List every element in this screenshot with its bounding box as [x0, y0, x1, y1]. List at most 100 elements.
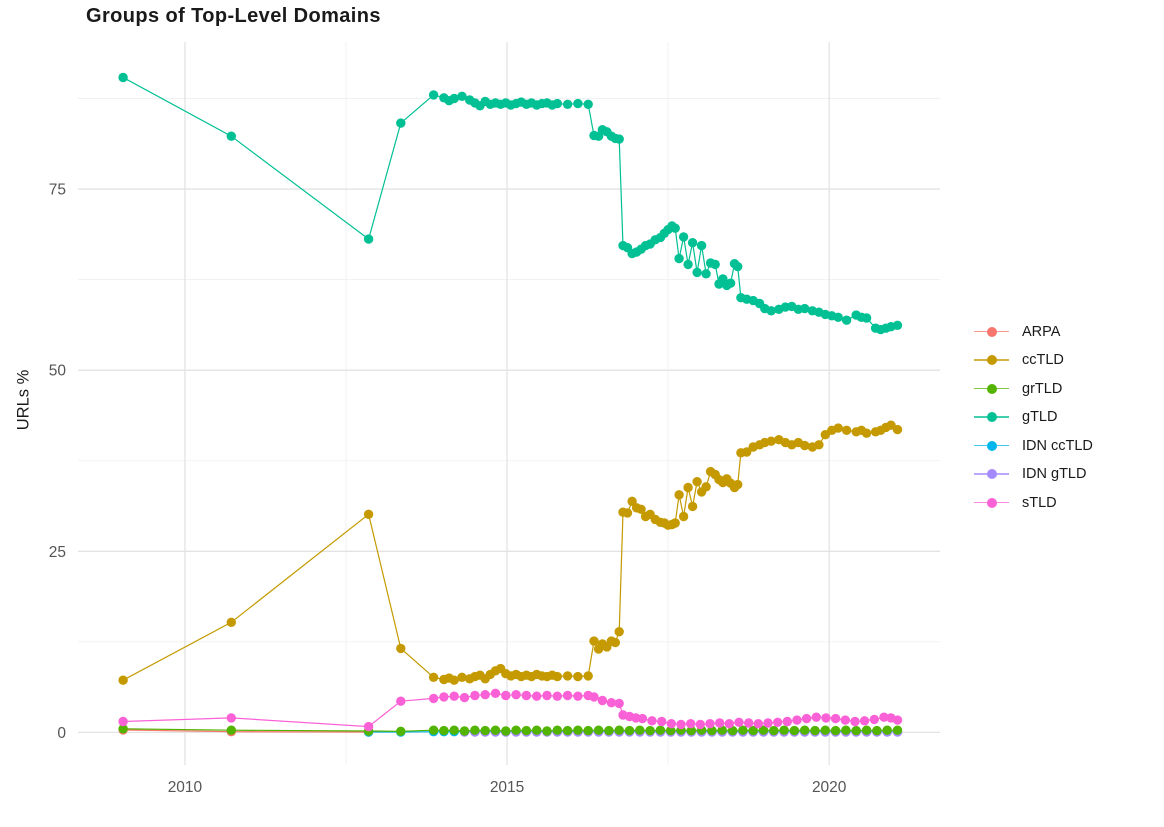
series-point-gtld: [457, 91, 467, 102]
y-axis-title: URLs %: [14, 369, 33, 431]
series-point-stld: [118, 716, 128, 727]
series-point-grtld: [830, 725, 841, 736]
series-point-gtld: [118, 72, 128, 83]
series-point-grtld: [480, 725, 490, 736]
series-point-cctld: [814, 440, 824, 450]
series-point-stld: [724, 719, 734, 729]
series-point-stld: [647, 716, 657, 726]
series-point-gtld: [833, 312, 843, 322]
series-point-stld: [821, 713, 831, 723]
series-point-cctld: [687, 501, 698, 512]
x-tick-label: 2020: [812, 779, 847, 796]
series-point-gtld: [226, 131, 236, 141]
y-tick-label: 25: [49, 544, 66, 561]
series-point-stld: [879, 712, 889, 722]
series-point-grtld: [666, 725, 676, 736]
series-point-cctld: [683, 482, 693, 493]
series-point-grtld: [449, 725, 459, 735]
series-point-cctld: [861, 428, 872, 438]
series-point-gtld: [428, 90, 439, 100]
series-point-cctld: [552, 671, 562, 682]
series-point-stld: [892, 715, 903, 725]
series-point-cctld: [610, 637, 620, 648]
series-point-cctld: [573, 671, 583, 682]
series-point-cctld: [841, 425, 852, 435]
series-point-grtld: [532, 725, 542, 735]
series-point-cctld: [396, 643, 406, 654]
series-point-stld: [676, 719, 686, 730]
series-point-stld: [782, 716, 792, 727]
series-point-stld: [763, 718, 773, 728]
series-point-grtld: [789, 725, 800, 736]
series-point-stld: [606, 698, 617, 708]
series-point-stld: [501, 690, 511, 701]
series-point-grtld: [562, 725, 573, 736]
series-point-stld: [792, 715, 802, 725]
series-point-gtld: [396, 118, 406, 128]
series-point-gtld: [674, 253, 684, 264]
series-point-grtld: [552, 725, 562, 735]
series-point-gtld: [449, 93, 459, 104]
series-point-grtld: [583, 725, 593, 736]
series-point-cctld: [692, 477, 702, 487]
series-point-grtld: [470, 725, 480, 735]
legend-item-idn-cctld: IDN ccTLD: [974, 436, 1093, 455]
series-point-grtld: [439, 725, 449, 736]
series-point-grtld: [686, 725, 696, 736]
legend-label: sTLD: [1022, 494, 1057, 511]
series-point-gtld: [710, 259, 720, 270]
series-point-grtld: [593, 725, 604, 735]
series-point-gtld: [861, 313, 872, 323]
series-point-stld: [439, 692, 449, 702]
series-point-grtld: [226, 725, 236, 735]
series-point-stld: [773, 717, 783, 727]
y-tick-label: 50: [49, 363, 67, 380]
series-point-cctld: [589, 636, 599, 646]
series-point-grtld: [542, 726, 552, 736]
y-tick-label: 75: [49, 182, 66, 199]
series-point-grtld: [655, 725, 666, 735]
series-point-grtld: [779, 725, 789, 735]
series-point-cctld: [636, 504, 646, 514]
series-point-grtld: [645, 725, 655, 736]
series-point-grtld: [841, 725, 851, 735]
series-point-gtld: [892, 320, 903, 330]
series-point-stld: [470, 690, 480, 701]
series-point-grtld: [872, 725, 882, 736]
series-point-grtld: [717, 725, 727, 735]
series-point-cctld: [226, 617, 236, 627]
series-point-stld: [532, 691, 542, 701]
series-point-cctld: [583, 671, 593, 681]
series-point-grtld: [861, 725, 872, 735]
series-point-stld: [428, 693, 439, 704]
legend-item-gtld: gTLD: [974, 408, 1093, 427]
series-point-grtld: [511, 725, 521, 735]
series-point-gtld: [733, 261, 743, 272]
series-point-grtld: [882, 725, 892, 735]
series-point-stld: [744, 718, 754, 728]
series-point-stld: [614, 698, 624, 709]
legend-key-icon: [974, 322, 1009, 341]
series-point-gtld: [678, 232, 689, 242]
series-point-stld: [511, 690, 521, 700]
series-point-stld: [459, 692, 470, 703]
series-point-gtld: [562, 99, 573, 110]
series-point-stld: [657, 716, 667, 727]
series-point-stld: [552, 691, 562, 701]
series-point-stld: [363, 721, 374, 732]
y-tick-label: 0: [57, 725, 66, 742]
legend-item-stld: sTLD: [974, 493, 1093, 512]
series-point-grtld: [614, 725, 624, 735]
series-point-cctld: [766, 436, 776, 446]
series-point-gtld: [573, 98, 583, 109]
series-point-grtld: [501, 726, 511, 736]
series-point-grtld: [820, 725, 830, 735]
series-point-stld: [396, 696, 406, 706]
series-point-cctld: [363, 509, 374, 519]
series-point-grtld: [459, 726, 470, 736]
series-point-cctld: [674, 490, 684, 500]
legend-item-arpa: ARPA: [974, 322, 1093, 341]
series-point-stld: [753, 719, 763, 729]
legend-label: ARPA: [1022, 323, 1061, 340]
